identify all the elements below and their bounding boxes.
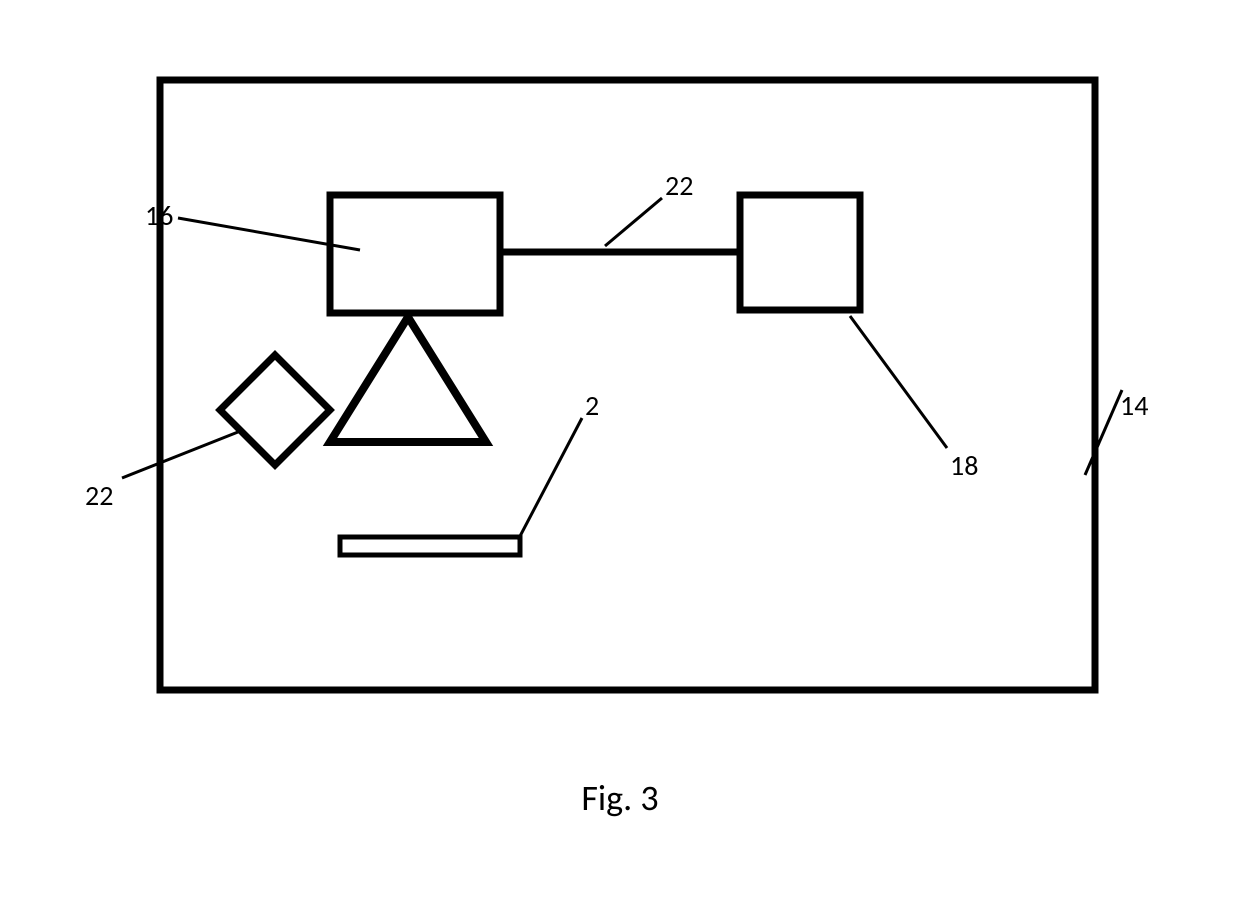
label-16: 16 [145,198,173,233]
leader-14 [1085,390,1122,475]
diagram-canvas: 16 18 14 2 22 22 Fig. 3 [0,0,1240,916]
label-22-top: 22 [665,168,693,203]
figure-caption: Fig. 3 [581,776,658,820]
diamond-22 [220,355,330,465]
label-2: 2 [585,388,599,423]
leader-18 [850,316,947,448]
box-18 [740,195,860,310]
label-18: 18 [950,448,978,483]
box-16 [330,195,500,313]
label-22-left: 22 [85,478,113,513]
leader-22-top [605,198,662,246]
label-14: 14 [1120,388,1148,423]
leader-2 [518,418,582,540]
leader-22-left [122,432,238,478]
slot-2 [340,537,520,555]
cone-triangle [330,317,486,442]
